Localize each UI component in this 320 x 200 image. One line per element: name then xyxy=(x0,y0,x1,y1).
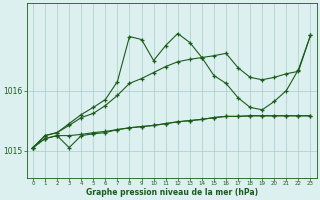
X-axis label: Graphe pression niveau de la mer (hPa): Graphe pression niveau de la mer (hPa) xyxy=(86,188,258,197)
